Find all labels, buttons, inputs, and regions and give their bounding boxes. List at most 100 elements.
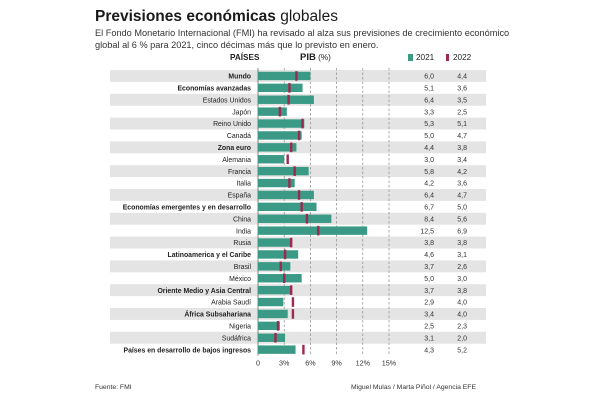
row-stripe: [110, 236, 486, 249]
marker-2022: [317, 225, 320, 236]
bar-2021: [258, 250, 299, 259]
bar-2021: [258, 83, 303, 93]
row-stripe: [110, 284, 486, 297]
marker-2022: [305, 213, 309, 224]
legend-2022-label: 2022: [453, 53, 472, 62]
value-2022: 3,4: [457, 157, 467, 164]
value-2021: 6,4: [424, 193, 434, 200]
value-2021: 4,3: [424, 347, 434, 354]
row-label: Italia: [236, 181, 251, 188]
row-label: Oriente Medio y Asia Central: [157, 288, 251, 295]
marker-2022: [295, 71, 298, 81]
marker-2022: [288, 83, 291, 93]
row-label: Canadá: [227, 133, 251, 140]
row-label: Mundo: [228, 74, 251, 81]
marker-2022: [300, 202, 303, 212]
row-stripe: [110, 141, 486, 154]
row-label: Economías avanzadas: [177, 85, 251, 92]
value-2021: 6,4: [424, 97, 434, 104]
row-label: España: [228, 193, 252, 200]
legend-2021-label: 2021: [416, 53, 435, 62]
row-label: Reino Unido: [213, 121, 251, 128]
bar-2021: [258, 274, 302, 283]
credit-note: Miguel Mulas / Marta Piñol / Agencia EFE: [350, 384, 476, 391]
value-2022: 4,7: [457, 193, 467, 200]
value-2021: 5,0: [424, 133, 434, 140]
value-2022: 5,1: [457, 121, 467, 128]
row-stripe: [110, 308, 486, 320]
marker-2022: [279, 261, 282, 272]
marker-2022: [289, 285, 293, 295]
chart-title-bold: Previsiones económicas: [95, 8, 276, 25]
value-2021: 3,7: [424, 288, 434, 295]
x-tick-label: 12%: [356, 359, 371, 368]
legend-2022-swatch: [446, 54, 449, 61]
value-2021: 12,5: [420, 228, 434, 235]
x-tick-label: 0: [256, 359, 260, 368]
x-tick-label: 15%: [382, 359, 397, 368]
value-2021: 3,4: [424, 312, 434, 319]
bar-2021: [258, 190, 314, 200]
x-tick-label: 3%: [279, 359, 290, 368]
value-2021: 3,3: [424, 109, 434, 116]
value-2022: 3,8: [457, 145, 467, 152]
marker-2022: [289, 237, 293, 248]
bar-2021: [258, 238, 292, 247]
value-2022: 4,0: [457, 312, 467, 319]
row-label: India: [236, 228, 251, 235]
marker-2022: [297, 130, 301, 141]
value-2021: 3,0: [424, 157, 434, 164]
row-label: Arabia Saudí: [211, 300, 251, 307]
row-label: Japón: [232, 109, 251, 116]
value-2021: 8,4: [424, 216, 434, 223]
chart-title-rest: globales: [275, 8, 338, 25]
value-2022: 6,9: [457, 228, 467, 235]
row-label: Alemania: [222, 157, 251, 164]
value-2021: 4,2: [424, 181, 434, 188]
value-2021: 5,1: [424, 85, 434, 92]
value-2021: 6,7: [424, 204, 434, 211]
value-2022: 3,1: [457, 252, 467, 259]
bar-2021: [258, 345, 296, 354]
bar-2021: [258, 297, 284, 307]
value-2021: 2,9: [424, 300, 434, 307]
marker-2022: [274, 332, 277, 343]
row-stripe: [110, 260, 486, 273]
marker-2022: [291, 297, 295, 307]
value-2021: 5,0: [424, 276, 434, 283]
marker-2022: [302, 344, 305, 355]
marker-2022: [289, 142, 293, 153]
value-2022: 2,3: [457, 323, 467, 330]
value-2022: 2,5: [457, 109, 467, 116]
bar-2021: [258, 309, 288, 319]
row-label: Francia: [228, 169, 251, 176]
value-2022: 3,8: [457, 240, 467, 247]
marker-2022: [286, 154, 289, 165]
bar-2021: [258, 285, 291, 295]
row-label: México: [229, 276, 251, 283]
value-2022: 5,0: [457, 204, 467, 211]
value-2022: 5,6: [457, 216, 467, 223]
marker-2022: [276, 321, 280, 331]
row-label: Sudáfrica: [222, 335, 251, 342]
value-2021: 6,0: [424, 74, 434, 81]
row-label: Economías emergentes y en desarrollo: [123, 204, 251, 211]
bar-2021: [258, 178, 295, 188]
row-label: Zona euro: [218, 145, 251, 152]
value-2021: 5,8: [424, 169, 434, 176]
bar-2021: [258, 107, 287, 116]
x-tick-label: 6%: [305, 359, 316, 368]
value-2022: 3,0: [457, 276, 467, 283]
bar-2021: [258, 262, 291, 271]
value-2021: 4,4: [424, 145, 434, 152]
row-label: Brasil: [234, 264, 252, 271]
marker-2022: [287, 94, 290, 105]
bar-2021: [258, 214, 332, 223]
row-label: Nigeria: [229, 323, 251, 330]
value-2022: 2,6: [457, 264, 467, 271]
marker-2022: [297, 190, 301, 200]
col-header-pib-unit: (%): [318, 53, 331, 62]
value-2021: 5,3: [424, 121, 434, 128]
value-2022: 3,5: [457, 97, 467, 104]
